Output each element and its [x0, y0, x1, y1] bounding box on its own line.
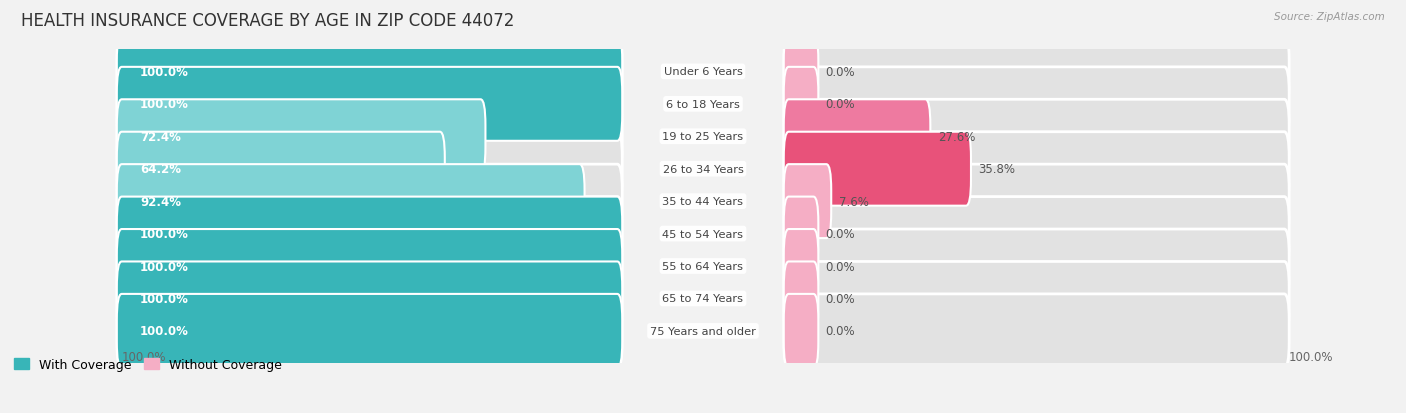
FancyBboxPatch shape [783, 197, 1289, 271]
FancyBboxPatch shape [783, 165, 1289, 239]
Text: 0.0%: 0.0% [825, 260, 855, 273]
Text: 100.0%: 100.0% [141, 325, 188, 337]
Text: 7.6%: 7.6% [838, 195, 869, 208]
FancyBboxPatch shape [783, 100, 1289, 174]
Text: 6 to 18 Years: 6 to 18 Years [666, 100, 740, 109]
Text: 100.0%: 100.0% [141, 66, 188, 79]
FancyBboxPatch shape [117, 68, 623, 142]
FancyBboxPatch shape [117, 294, 623, 368]
Text: 55 to 64 Years: 55 to 64 Years [662, 261, 744, 271]
Text: HEALTH INSURANCE COVERAGE BY AGE IN ZIP CODE 44072: HEALTH INSURANCE COVERAGE BY AGE IN ZIP … [21, 12, 515, 30]
Text: 100.0%: 100.0% [1289, 350, 1333, 363]
FancyBboxPatch shape [783, 230, 1289, 303]
FancyBboxPatch shape [117, 294, 623, 368]
FancyBboxPatch shape [117, 100, 485, 174]
Text: 0.0%: 0.0% [825, 325, 855, 337]
FancyBboxPatch shape [117, 262, 623, 336]
Text: 92.4%: 92.4% [141, 195, 181, 208]
FancyBboxPatch shape [783, 133, 972, 206]
Text: 0.0%: 0.0% [825, 98, 855, 111]
Text: Source: ZipAtlas.com: Source: ZipAtlas.com [1274, 12, 1385, 22]
FancyBboxPatch shape [783, 133, 1289, 206]
Legend: With Coverage, Without Coverage: With Coverage, Without Coverage [8, 353, 287, 376]
FancyBboxPatch shape [117, 197, 623, 271]
FancyBboxPatch shape [783, 294, 818, 368]
Text: 19 to 25 Years: 19 to 25 Years [662, 132, 744, 142]
Text: 65 to 74 Years: 65 to 74 Years [662, 294, 744, 304]
FancyBboxPatch shape [117, 36, 623, 109]
FancyBboxPatch shape [783, 68, 1289, 142]
Text: 0.0%: 0.0% [825, 66, 855, 79]
FancyBboxPatch shape [783, 36, 1289, 109]
Text: 27.6%: 27.6% [938, 131, 976, 143]
Text: 100.0%: 100.0% [141, 260, 188, 273]
Text: 45 to 54 Years: 45 to 54 Years [662, 229, 744, 239]
FancyBboxPatch shape [783, 262, 818, 336]
Text: 35.8%: 35.8% [979, 163, 1015, 176]
Text: 35 to 44 Years: 35 to 44 Years [662, 197, 744, 206]
FancyBboxPatch shape [117, 262, 623, 336]
FancyBboxPatch shape [783, 36, 818, 109]
FancyBboxPatch shape [783, 294, 1289, 368]
Text: 100.0%: 100.0% [141, 98, 188, 111]
Text: 100.0%: 100.0% [122, 350, 166, 363]
FancyBboxPatch shape [783, 68, 818, 142]
FancyBboxPatch shape [783, 100, 931, 174]
Text: 26 to 34 Years: 26 to 34 Years [662, 164, 744, 174]
FancyBboxPatch shape [117, 100, 623, 174]
FancyBboxPatch shape [117, 165, 623, 239]
FancyBboxPatch shape [117, 197, 623, 271]
Text: 100.0%: 100.0% [141, 228, 188, 240]
FancyBboxPatch shape [117, 165, 585, 239]
Text: 64.2%: 64.2% [141, 163, 181, 176]
FancyBboxPatch shape [117, 230, 623, 303]
Text: 75 Years and older: 75 Years and older [650, 326, 756, 336]
FancyBboxPatch shape [117, 68, 623, 142]
FancyBboxPatch shape [117, 133, 444, 206]
Text: Under 6 Years: Under 6 Years [664, 67, 742, 77]
FancyBboxPatch shape [117, 133, 623, 206]
FancyBboxPatch shape [783, 165, 831, 239]
FancyBboxPatch shape [783, 230, 818, 303]
Text: 0.0%: 0.0% [825, 228, 855, 240]
Text: 0.0%: 0.0% [825, 292, 855, 305]
FancyBboxPatch shape [117, 230, 623, 303]
FancyBboxPatch shape [783, 262, 1289, 336]
Text: 100.0%: 100.0% [141, 292, 188, 305]
Text: 72.4%: 72.4% [141, 131, 181, 143]
FancyBboxPatch shape [117, 36, 623, 109]
FancyBboxPatch shape [783, 197, 818, 271]
